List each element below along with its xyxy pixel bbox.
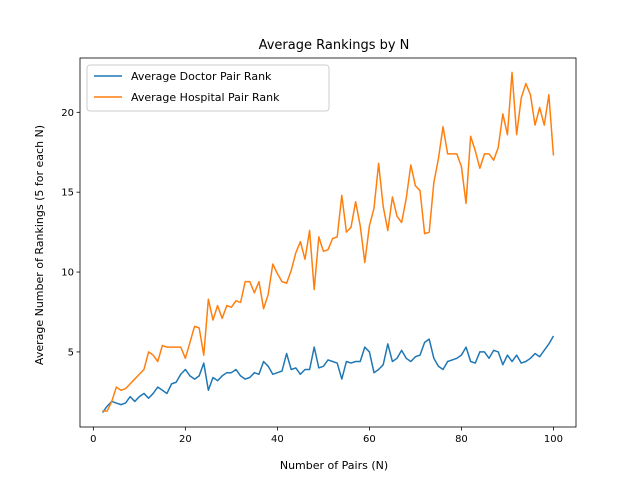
y-tick-label: 15 [61, 188, 74, 199]
series-line-1 [101, 335, 555, 414]
x-axis-label: Number of Pairs (N) [280, 459, 388, 472]
x-tick-label: 40 [271, 434, 284, 445]
y-tick-label: 5 [68, 347, 74, 358]
x-tick-label: 80 [455, 434, 468, 445]
series-line-2 [102, 71, 555, 412]
legend-box [86, 64, 330, 112]
x-tick-label: 100 [544, 434, 563, 445]
y-tick-label: 10 [61, 268, 74, 279]
legend: Average Doctor Pair Rank Average Hospital… [86, 64, 330, 112]
y-axis-label: Average Number of Rankings (5 for each N… [33, 125, 46, 365]
plot-frame [79, 57, 577, 428]
x-tick-label: 0 [90, 434, 96, 445]
legend-label-1: Average Doctor Pair Rank [131, 70, 272, 83]
x-tick-label: 60 [363, 434, 376, 445]
chart-title: Average Rankings by N [259, 38, 410, 53]
plot-area: 0 20 40 60 80 100 5 10 15 20 Average Doctor Pair R… [61, 57, 577, 445]
legend-label-2: Average Hospital Pair Rank [131, 91, 280, 104]
y-tick-label: 20 [61, 108, 74, 119]
x-tick-label: 20 [179, 434, 192, 445]
